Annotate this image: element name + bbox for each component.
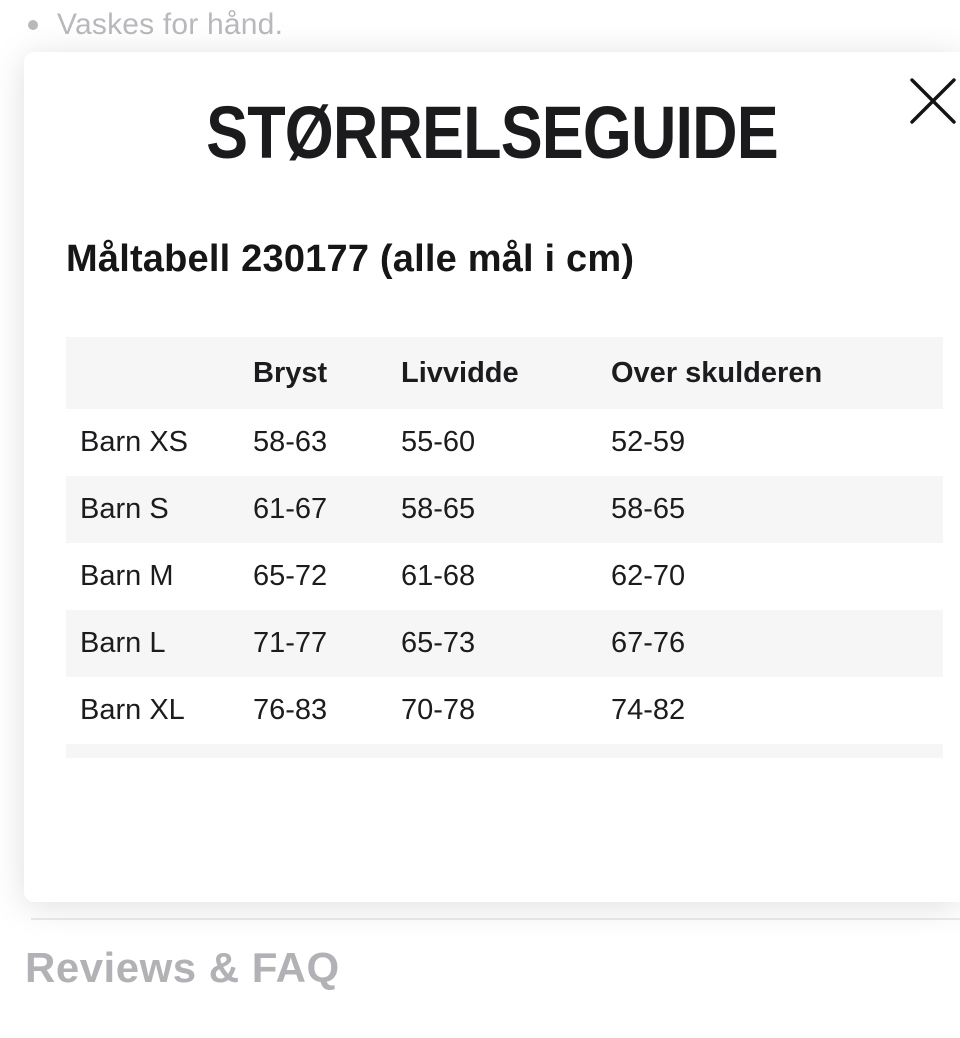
table-row: Barn L 71-77 65-73 67-76 [66, 610, 943, 677]
column-header-over-skulderen: Over skulderen [611, 356, 823, 389]
cell-value: 67-76 [611, 627, 686, 659]
size-guide-title: STØRRELSEGUIDE [206, 91, 779, 174]
care-note-item: Vaskes for hånd. [28, 8, 283, 42]
column-header-blank [66, 337, 239, 409]
row-label: Barn XL [80, 694, 185, 726]
size-chart-subtitle: Måltabell 230177 (alle mål i cm) [66, 238, 635, 280]
size-table-body: Barn XS 58-63 55-60 52-59 Barn S 61-67 58-65 58… [66, 409, 943, 744]
cell-value: 71-77 [253, 627, 328, 659]
cell-value: 65-72 [253, 560, 328, 592]
cell-value: 70-78 [401, 694, 476, 726]
table-row: Barn S 61-67 58-65 58-65 [66, 476, 943, 543]
cell-value: 52-59 [611, 426, 686, 458]
row-label: Barn L [80, 627, 166, 659]
bullet-icon [28, 20, 38, 30]
table-row: Barn XS 58-63 55-60 52-59 [66, 409, 943, 476]
cell-value: 76-83 [253, 694, 328, 726]
table-row: Barn XL 76-83 70-78 74-82 [66, 677, 943, 744]
partial-next-row [66, 744, 943, 758]
column-header-bryst: Bryst [253, 356, 328, 389]
cell-value: 55-60 [401, 426, 476, 458]
cell-value: 58-63 [253, 426, 328, 458]
row-label: Barn M [80, 560, 174, 592]
column-header-livvidde: Livvidde [401, 356, 519, 389]
cell-value: 62-70 [611, 560, 686, 592]
care-note-text: Vaskes for hånd. [57, 8, 284, 41]
cell-value: 61-67 [253, 493, 328, 525]
section-divider [31, 918, 960, 920]
close-button[interactable] [906, 74, 960, 128]
cell-value: 74-82 [611, 694, 686, 726]
size-guide-modal: STØRRELSEGUIDE Måltabell 230177 (alle må… [24, 52, 960, 902]
row-label: Barn S [80, 493, 169, 525]
reviews-faq-section-heading[interactable]: Reviews & FAQ [25, 944, 340, 991]
cell-value: 61-68 [401, 560, 476, 592]
table-row: Barn M 65-72 61-68 62-70 [66, 543, 943, 610]
cell-value: 65-73 [401, 627, 476, 659]
row-label: Barn XS [80, 426, 188, 458]
cell-value: 58-65 [401, 493, 476, 525]
size-table-header-row: Bryst Livvidde Over skulderen [66, 337, 943, 409]
close-icon [910, 78, 956, 124]
size-table: Bryst Livvidde Over skulderen Barn XS 58-63… [66, 337, 943, 744]
cell-value: 58-65 [611, 493, 686, 525]
